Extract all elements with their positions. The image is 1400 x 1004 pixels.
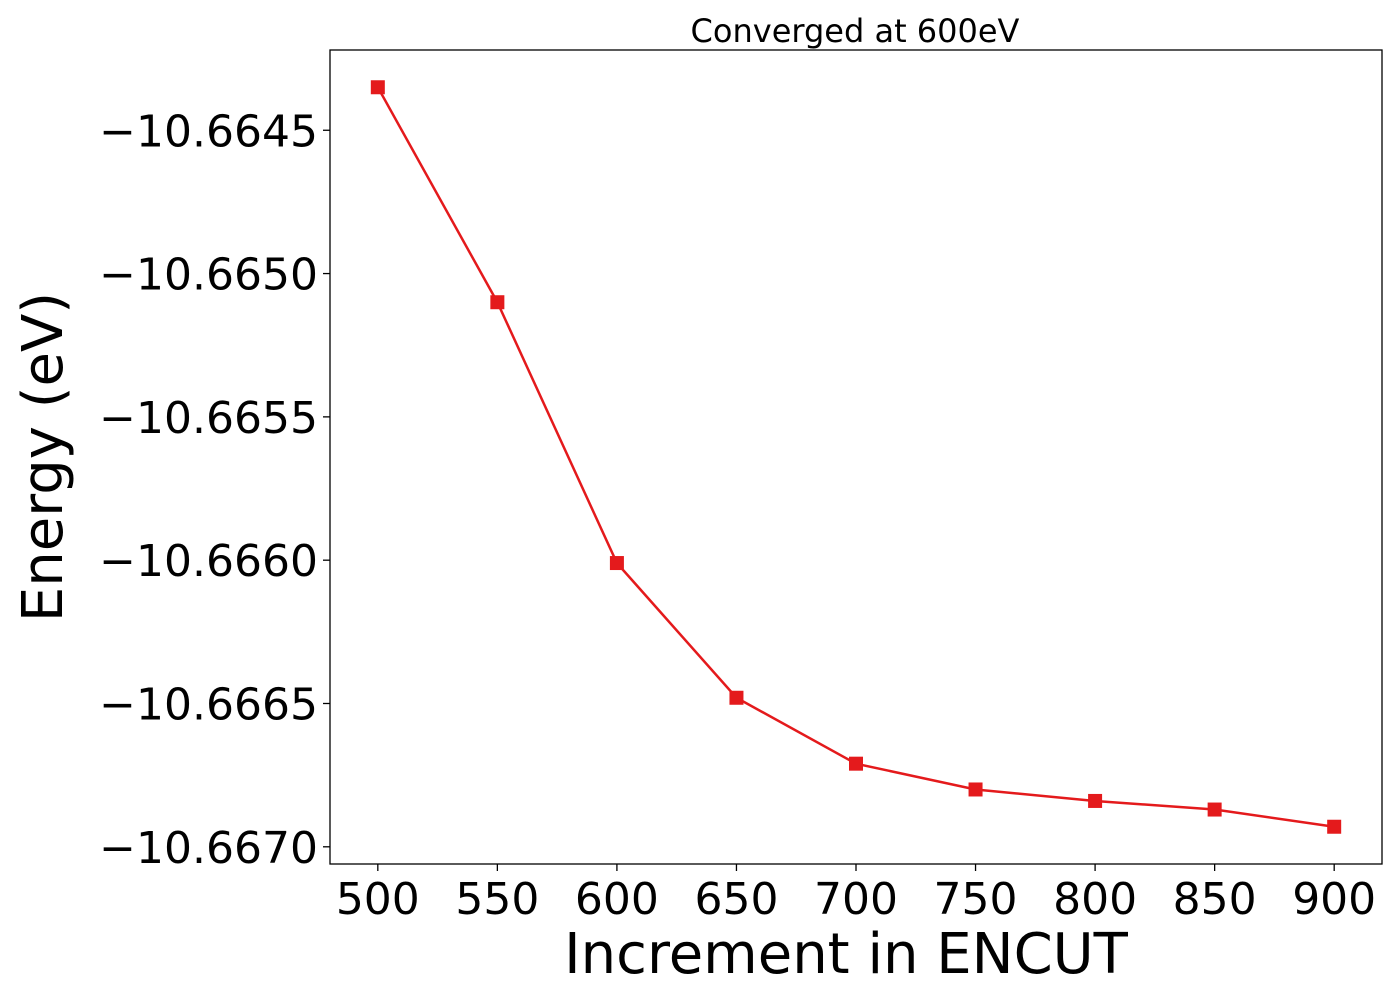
- y-tick-label: −10.6665: [99, 679, 318, 730]
- data-point-marker: [1088, 793, 1103, 808]
- x-tick-label: 650: [694, 874, 778, 925]
- x-tick-label: 800: [1053, 874, 1137, 925]
- series-line: [376, 86, 1335, 828]
- x-tick-label: 500: [336, 874, 420, 925]
- y-axis: −10.6645 −10.6650 −10.6655 −10.6660 −10.6665…: [99, 106, 330, 874]
- data-point-marker: [1327, 819, 1342, 834]
- x-tick-label: 700: [814, 874, 898, 925]
- data-point-marker: [729, 690, 744, 705]
- x-tick-label: 550: [455, 874, 539, 925]
- x-axis-label: Increment in ENCUT: [564, 922, 1129, 987]
- data-point-marker: [609, 556, 624, 571]
- series-layer: [370, 80, 1342, 834]
- chart-title: Converged at 600eV: [691, 12, 1020, 50]
- x-tick-label: 900: [1292, 874, 1376, 925]
- plot-area-frame: [329, 49, 1383, 865]
- x-tick-label: 850: [1173, 874, 1257, 925]
- data-point-marker: [968, 782, 983, 797]
- y-tick-label: −10.6650: [99, 250, 318, 301]
- data-point-marker: [370, 80, 385, 95]
- y-tick-label: −10.6655: [99, 393, 318, 444]
- data-point-marker: [849, 756, 863, 771]
- y-tick-label: −10.6645: [99, 106, 318, 157]
- x-tick-label: 750: [934, 874, 1018, 925]
- y-axis-label: Energy (eV): [11, 292, 76, 622]
- y-tick-label: −10.6660: [99, 536, 318, 587]
- data-point-marker: [1207, 802, 1222, 817]
- x-tick-label: 600: [575, 874, 659, 925]
- x-axis: 500 550 600 650 700 750 800 850 900: [336, 864, 1376, 925]
- data-point-marker: [490, 295, 505, 310]
- y-tick-label: −10.6670: [99, 823, 318, 874]
